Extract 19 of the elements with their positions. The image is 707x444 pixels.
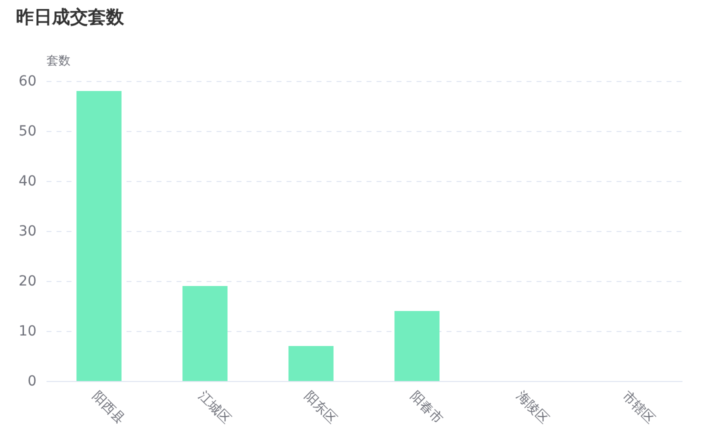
y-tick-label: 20: [18, 274, 36, 290]
chart-title: 昨日成交套数: [16, 7, 125, 28]
bar: [76, 91, 122, 381]
x-tick-label: 阳春市: [407, 388, 446, 427]
x-tick-label: 阳东区: [301, 388, 340, 427]
bar: [182, 286, 228, 381]
y-tick-label: 60: [18, 74, 36, 90]
bar: [288, 346, 334, 381]
x-tick-label: 市辖区: [619, 388, 658, 427]
x-tick-label: 阳西县: [89, 388, 128, 427]
y-tick-label: 10: [18, 324, 36, 340]
y-tick-label: 40: [18, 174, 36, 190]
bar: [394, 311, 440, 381]
y-tick-label: 30: [18, 224, 36, 240]
y-axis-title: 套数: [46, 54, 70, 68]
x-tick-label: 江城区: [195, 388, 234, 427]
x-tick-label: 海陵区: [513, 388, 552, 427]
y-tick-label: 50: [18, 124, 36, 140]
y-tick-label: 0: [28, 374, 36, 390]
